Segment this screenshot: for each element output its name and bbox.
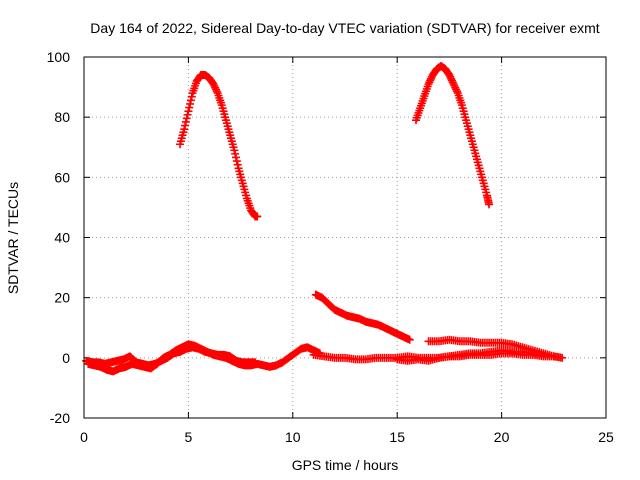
data-point-interpolated xyxy=(211,85,220,94)
data-point xyxy=(424,80,433,89)
chart-title: Day 164 of 2022, Sidereal Day-to-day VTE… xyxy=(90,20,599,36)
y-axis-label: SDTVAR / TECUs xyxy=(5,182,21,294)
x-tick-label: 5 xyxy=(185,429,193,445)
data-point-interpolated xyxy=(185,103,194,112)
x-tick-label: 15 xyxy=(389,429,405,445)
data-point xyxy=(449,80,458,89)
data-point-interpolated xyxy=(183,110,192,119)
data-point xyxy=(184,107,193,116)
data-point xyxy=(230,146,239,155)
data-point-interpolated xyxy=(425,78,434,87)
data-point xyxy=(539,350,548,359)
y-tick-label: 100 xyxy=(47,49,71,65)
data-point-interpolated xyxy=(446,72,455,81)
y-tick-label: 60 xyxy=(54,169,70,185)
data-point-interpolated xyxy=(212,87,221,96)
data-point-interpolated xyxy=(181,117,190,126)
data-points xyxy=(82,62,567,376)
x-tick-labels: 0 5 10 15 20 25 xyxy=(80,429,614,445)
y-tick-label: 80 xyxy=(54,109,70,125)
data-point-interpolated xyxy=(232,153,241,162)
series-arc-baseline-2 xyxy=(82,343,260,370)
x-tick-label: 25 xyxy=(598,429,614,445)
data-point-interpolated xyxy=(186,99,195,108)
x-tick-label: 0 xyxy=(80,429,88,445)
data-point-interpolated xyxy=(447,74,456,83)
data-point-interpolated xyxy=(426,76,435,85)
data-point-interpolated xyxy=(211,83,220,92)
x-tick-label: 20 xyxy=(494,429,510,445)
data-point-interpolated xyxy=(187,92,196,101)
data-point-interpolated xyxy=(452,87,461,96)
data-point-interpolated xyxy=(427,74,436,83)
data-point-interpolated xyxy=(186,96,195,105)
y-tick-labels: -20 0 20 40 60 80 100 xyxy=(47,49,71,426)
data-point-interpolated xyxy=(182,114,191,123)
series-arc-peak-1 xyxy=(176,71,262,221)
x-axis-label: GPS time / hours xyxy=(292,457,399,473)
y-tick-label: -20 xyxy=(50,410,70,426)
plot-frame xyxy=(83,56,607,419)
data-point-interpolated xyxy=(448,78,457,87)
data-point-interpolated xyxy=(452,85,461,94)
data-point xyxy=(405,335,414,344)
data-point xyxy=(485,200,494,209)
series-arc-peak-2 xyxy=(411,62,494,209)
data-point-interpolated xyxy=(450,81,459,90)
y-tick-label: 40 xyxy=(54,230,70,246)
data-point xyxy=(253,212,262,221)
series-arc-decay xyxy=(311,290,414,344)
data-point xyxy=(180,125,189,134)
data-point xyxy=(558,353,567,362)
data-point-interpolated xyxy=(181,121,190,130)
data-point-interpolated xyxy=(233,160,242,169)
data-point xyxy=(251,358,260,367)
data-point xyxy=(549,352,558,361)
data-point-interpolated xyxy=(231,149,240,158)
data-point-interpolated xyxy=(451,83,460,92)
data-point-interpolated xyxy=(447,76,456,85)
data-point xyxy=(209,80,218,89)
y-tick-label: 0 xyxy=(62,350,70,366)
data-point-interpolated xyxy=(210,81,219,90)
x-tick-label: 10 xyxy=(285,429,301,445)
data-point-interpolated xyxy=(232,157,241,166)
series-arc-baseline-5 xyxy=(393,346,548,365)
data-point xyxy=(445,71,454,80)
y-tick-label: 20 xyxy=(54,290,70,306)
